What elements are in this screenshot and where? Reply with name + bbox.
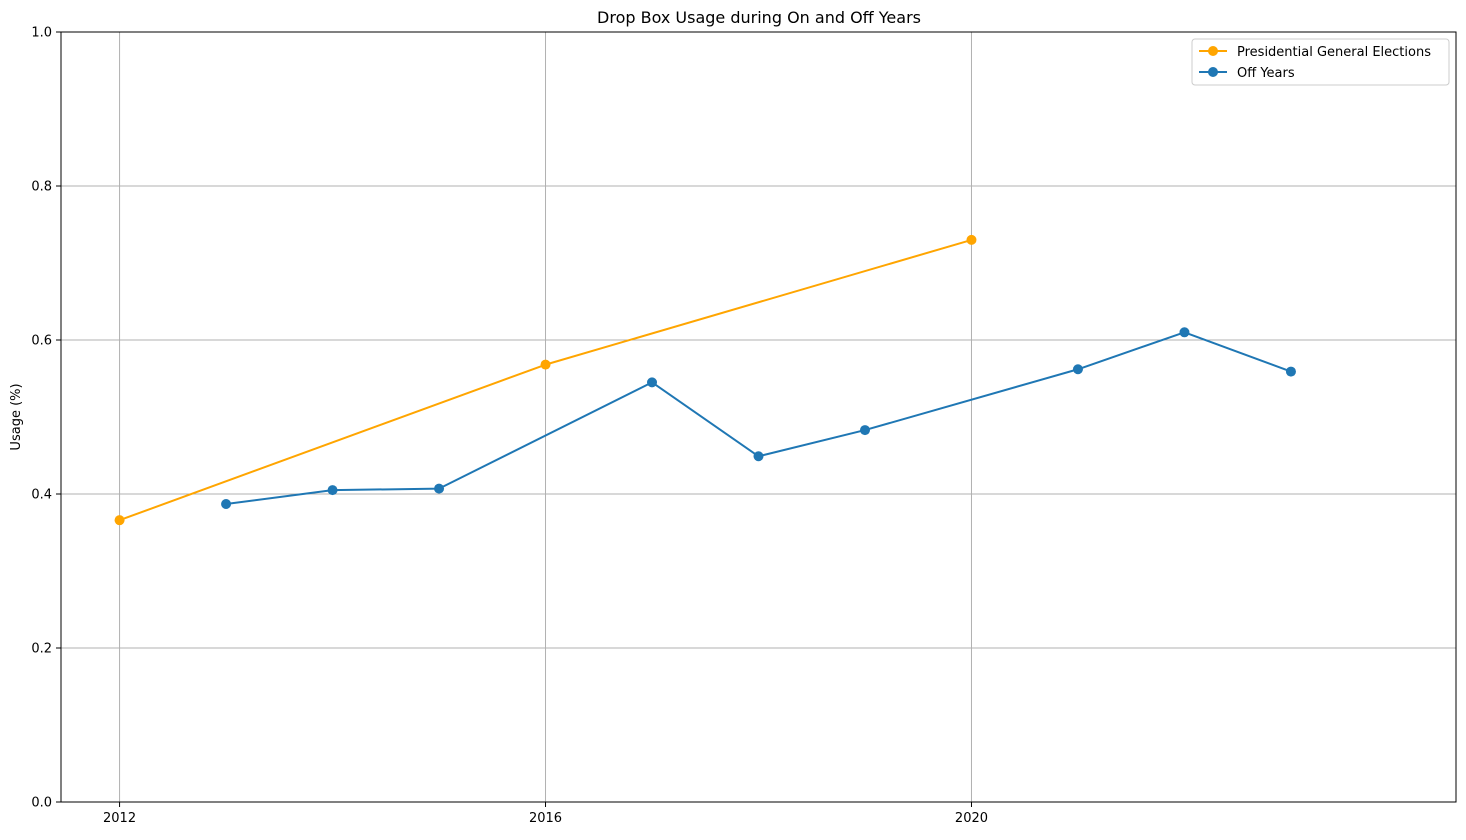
data-point <box>1179 327 1190 338</box>
x-tick-label: 2012 <box>103 811 136 826</box>
legend-marker-presidential <box>1208 46 1218 56</box>
data-series <box>114 234 1296 526</box>
data-point <box>1285 366 1296 377</box>
y-tick-label: 0.4 <box>31 488 52 503</box>
data-point <box>327 485 338 496</box>
y-tick-label: 1.0 <box>31 26 52 41</box>
x-tick-label: 2016 <box>529 811 562 826</box>
x-tick-label: 2020 <box>955 811 988 826</box>
chart-title: Drop Box Usage during On and Off Years <box>597 8 921 27</box>
data-point <box>647 377 658 388</box>
y-tick-label: 0.0 <box>31 796 52 811</box>
data-point <box>1072 364 1083 375</box>
legend-label-off-years: Off Years <box>1237 66 1295 81</box>
y-tick-label: 0.6 <box>31 334 52 349</box>
plot-area-frame <box>60 31 1457 803</box>
legend: Presidential General Elections Off Years <box>1191 38 1450 86</box>
legend-box <box>1191 38 1450 86</box>
axis-ticks: 2012 2016 2020 0.0 0.2 0.4 0.6 0.8 1.0 <box>31 26 988 827</box>
data-point <box>434 483 445 494</box>
y-tick-label: 0.8 <box>31 180 52 195</box>
legend-label-presidential: Presidential General Elections <box>1237 45 1431 60</box>
data-point <box>859 425 870 436</box>
y-axis-label: Usage (%) <box>9 383 24 450</box>
y-tick-label: 0.2 <box>31 642 52 657</box>
data-point <box>540 359 551 370</box>
data-point <box>114 515 125 526</box>
data-point <box>221 499 232 510</box>
data-point <box>753 451 764 462</box>
legend-marker-off-years <box>1208 67 1218 77</box>
data-point <box>966 234 977 245</box>
